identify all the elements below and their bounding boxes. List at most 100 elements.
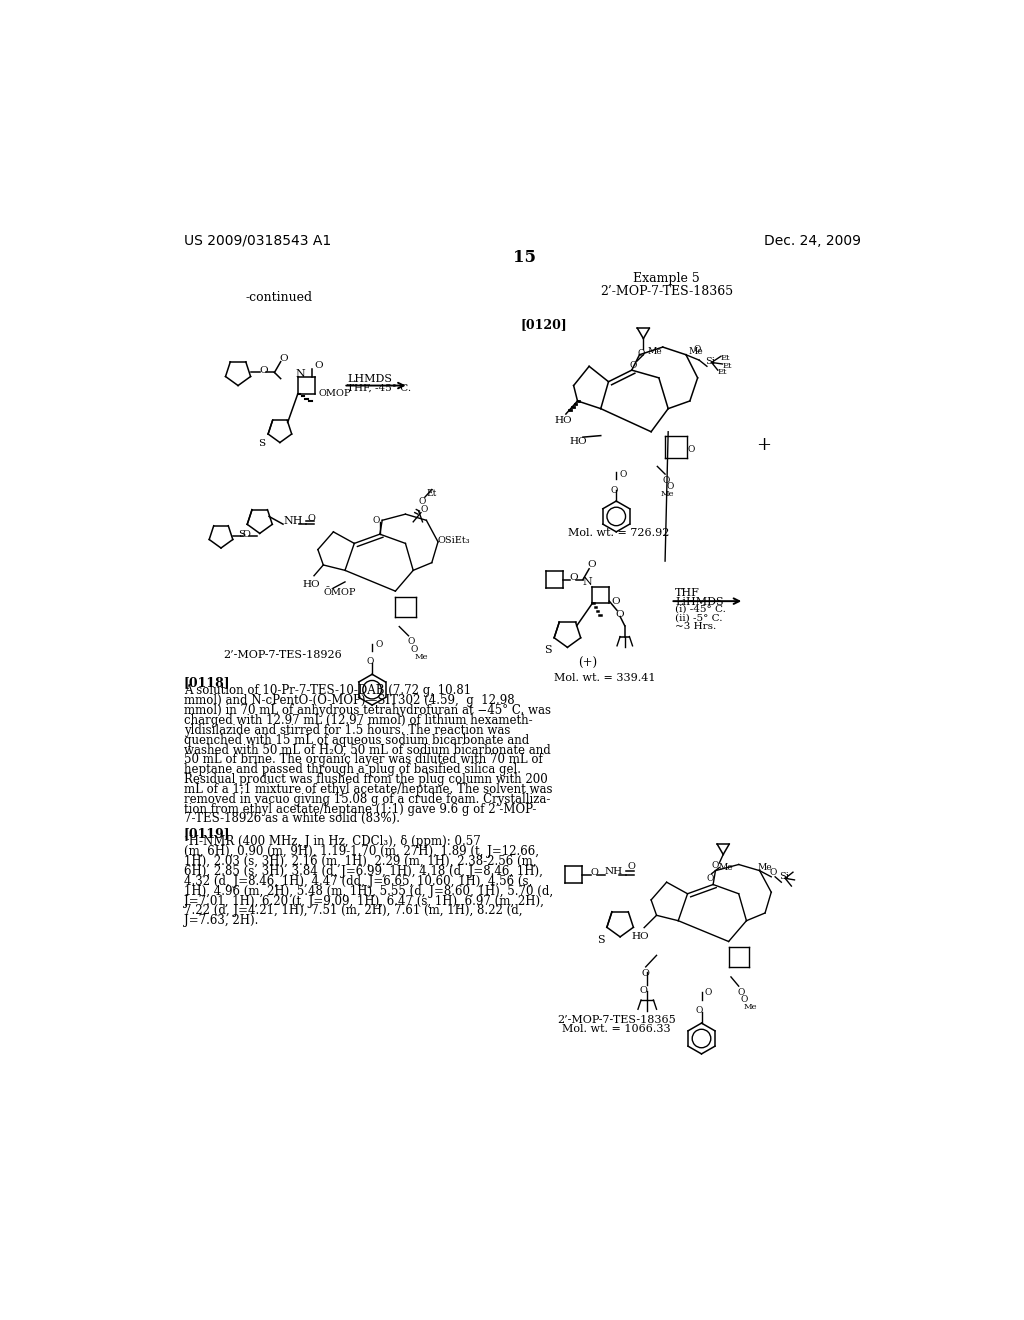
Text: O: O <box>260 367 268 375</box>
Text: O: O <box>687 445 695 454</box>
Text: ~3 Hrs.: ~3 Hrs. <box>675 622 717 631</box>
Text: O: O <box>280 354 288 363</box>
Text: O: O <box>421 506 428 513</box>
Text: O: O <box>407 638 415 647</box>
Text: (m, 6H), 0.90 (m, 9H), 1.19-1.70 (m, 27H), 1.89 (t, J=12.66,: (m, 6H), 0.90 (m, 9H), 1.19-1.70 (m, 27H… <box>183 845 539 858</box>
Text: Me: Me <box>743 1003 757 1011</box>
Text: 2’-MOP-7-TES-18365: 2’-MOP-7-TES-18365 <box>600 285 733 298</box>
Text: US 2009/0318543 A1: US 2009/0318543 A1 <box>183 234 331 248</box>
Text: HO: HO <box>569 437 588 446</box>
Text: Et: Et <box>718 368 727 376</box>
Text: A solution of 10-Pr-7-TES-10-DAB (7.72 g, 10.81: A solution of 10-Pr-7-TES-10-DAB (7.72 g… <box>183 684 471 697</box>
Text: O: O <box>615 610 624 619</box>
Text: O: O <box>641 969 649 978</box>
Text: O: O <box>372 516 380 525</box>
Text: Si: Si <box>706 358 715 366</box>
Text: +: + <box>756 436 771 454</box>
Text: charged with 12.97 mL (12.97 mmol) of lithium hexameth-: charged with 12.97 mL (12.97 mmol) of li… <box>183 714 532 727</box>
Text: THF: THF <box>675 589 700 598</box>
Text: (ii) -5° C.: (ii) -5° C. <box>675 614 723 623</box>
Text: HO: HO <box>554 416 571 425</box>
Text: mL of a 1:1 mixture of ethyl acetate/heptane. The solvent was: mL of a 1:1 mixture of ethyl acetate/hep… <box>183 783 552 796</box>
Text: Me: Me <box>758 863 772 873</box>
Text: O: O <box>628 862 636 871</box>
Text: O: O <box>308 515 315 523</box>
Text: 1H), 4.96 (m, 2H), 5.48 (m, 1H), 5.55 (d, J=8.60, 1H), 5.70 (d,: 1H), 4.96 (m, 2H), 5.48 (m, 1H), 5.55 (d… <box>183 884 553 898</box>
Text: S: S <box>258 440 265 449</box>
Text: Et: Et <box>721 354 730 362</box>
Text: 4.32 (d, J=8.46, 1H), 4.47 (dd, J=6.65, 10.60, 1H), 4.56 (s,: 4.32 (d, J=8.46, 1H), 4.47 (dd, J=6.65, … <box>183 875 532 888</box>
Text: O: O <box>638 348 645 358</box>
Text: O: O <box>663 475 670 484</box>
Text: Me: Me <box>719 863 733 873</box>
Text: O: O <box>314 360 323 370</box>
Text: O: O <box>611 597 621 606</box>
Text: HO: HO <box>632 932 649 941</box>
Text: O: O <box>705 989 712 998</box>
Text: O: O <box>569 573 579 582</box>
Text: N: N <box>295 368 305 379</box>
Text: HO: HO <box>302 581 319 589</box>
Text: 1H), 2.03 (s, 3H), 2.16 (m, 1H), 2.29 (m, 1H), 2.38-2.56 (m,: 1H), 2.03 (s, 3H), 2.16 (m, 1H), 2.29 (m… <box>183 855 537 869</box>
Text: 2’-MOP-7-TES-18365: 2’-MOP-7-TES-18365 <box>557 1015 676 1024</box>
Text: O: O <box>693 345 701 354</box>
Text: quenched with 15 mL of aqueous sodium bicarbonate and: quenched with 15 mL of aqueous sodium bi… <box>183 734 529 747</box>
Text: ŌMOP: ŌMOP <box>324 589 355 597</box>
Text: -continued: -continued <box>246 290 312 304</box>
Text: tion from ethyl acetate/heptane (1:1) gave 9.6 g of 2’-MOP-: tion from ethyl acetate/heptane (1:1) ga… <box>183 803 537 816</box>
Text: OMOP: OMOP <box>318 388 351 397</box>
Text: O: O <box>419 498 426 506</box>
Text: 7.22 (d, J=4.21, 1H), 7.51 (m, 2H), 7.61 (m, 1H), 8.22 (d,: 7.22 (d, J=4.21, 1H), 7.51 (m, 2H), 7.61… <box>183 904 522 917</box>
Text: O: O <box>740 995 748 1005</box>
Text: washed with 50 mL of H₂O, 50 mL of sodium bicarbonate and: washed with 50 mL of H₂O, 50 mL of sodiu… <box>183 743 551 756</box>
Text: J=7.63, 2H).: J=7.63, 2H). <box>183 915 258 927</box>
Text: (+): (+) <box>578 657 597 671</box>
Text: O: O <box>770 867 777 876</box>
Text: O: O <box>588 560 596 569</box>
Text: Residual product was flushed from the plug column with 200: Residual product was flushed from the pl… <box>183 774 548 785</box>
Text: O: O <box>667 482 674 491</box>
Text: NH: NH <box>604 867 623 875</box>
Text: O: O <box>243 529 251 539</box>
Text: yldisilazide and stirred for 1.5 hours. The reaction was: yldisilazide and stirred for 1.5 hours. … <box>183 723 510 737</box>
Text: O: O <box>375 640 383 648</box>
Text: O: O <box>640 986 647 995</box>
Text: O: O <box>707 874 714 883</box>
Text: 6H), 2.85 (s, 3H), 3.84 (d, J=6.99, 1H), 4.18 (d, J=8.46, 1H),: 6H), 2.85 (s, 3H), 3.84 (d, J=6.99, 1H),… <box>183 865 543 878</box>
Text: 2’-MOP-7-TES-18926: 2’-MOP-7-TES-18926 <box>223 649 342 660</box>
Text: Me: Me <box>415 653 428 661</box>
Text: 50 mL of brine. The organic layer was diluted with 70 mL of: 50 mL of brine. The organic layer was di… <box>183 754 543 767</box>
Text: 15: 15 <box>513 249 537 267</box>
Text: S: S <box>544 645 552 655</box>
Text: Si: Si <box>779 873 788 882</box>
Text: [0118]: [0118] <box>183 676 230 689</box>
Text: mmol) and N-cPentO-(O-MOP)—SIT302 (4.59,  g  12.98: mmol) and N-cPentO-(O-MOP)—SIT302 (4.59,… <box>183 694 514 708</box>
Text: O: O <box>695 1006 702 1015</box>
Text: O: O <box>591 867 599 876</box>
Text: O: O <box>712 862 719 870</box>
Text: Me: Me <box>688 347 702 356</box>
Text: LiHMDS: LiHMDS <box>675 597 724 606</box>
Text: Me: Me <box>647 347 662 356</box>
Text: removed in vacuo giving 15.08 g of a crude foam. Crystalliza-: removed in vacuo giving 15.08 g of a cru… <box>183 793 550 805</box>
Text: (i) -45° C.: (i) -45° C. <box>675 605 726 614</box>
Text: Mol. wt. = 339.41: Mol. wt. = 339.41 <box>554 673 655 682</box>
Text: S: S <box>597 935 604 945</box>
Text: O: O <box>620 470 627 479</box>
Text: O: O <box>630 360 637 370</box>
Text: Mol. wt. = 726.92: Mol. wt. = 726.92 <box>568 528 670 539</box>
Text: ¹H-NMR (400 MHz, J in Hz, CDCl₃), δ (ppm): 0.57: ¹H-NMR (400 MHz, J in Hz, CDCl₃), δ (ppm… <box>183 836 480 849</box>
Text: S: S <box>238 529 245 539</box>
Text: OSiEt₃: OSiEt₃ <box>438 536 471 545</box>
Text: N: N <box>583 577 593 586</box>
Text: [0120]: [0120] <box>520 318 567 331</box>
Text: THF, -45° C.: THF, -45° C. <box>347 383 412 392</box>
Text: Example 5: Example 5 <box>633 272 700 285</box>
Text: J=7.01, 1H), 6.20 (t, J=9.09, 1H), 6.47 (s, 1H), 6.97 (m, 2H),: J=7.01, 1H), 6.20 (t, J=9.09, 1H), 6.47 … <box>183 895 544 908</box>
Text: O: O <box>737 987 744 997</box>
Text: Mol. wt. = 1066.33: Mol. wt. = 1066.33 <box>562 1024 671 1034</box>
Text: O: O <box>410 645 418 653</box>
Text: NH: NH <box>283 516 302 527</box>
Text: Dec. 24, 2009: Dec. 24, 2009 <box>764 234 860 248</box>
Text: LHMDS: LHMDS <box>347 374 392 384</box>
